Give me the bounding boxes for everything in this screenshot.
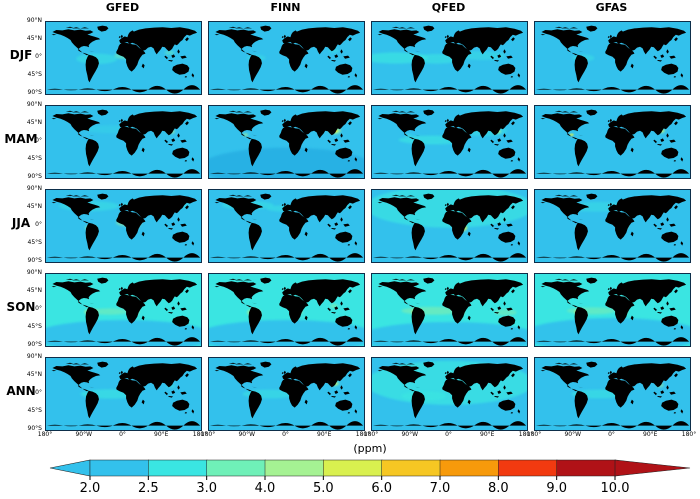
- colorbar-tick-label: 5.0: [313, 481, 334, 496]
- lat-tick: 90°N: [26, 101, 42, 108]
- row-label-djf: DJF: [9, 48, 33, 62]
- colorbar-tick-label: 2.5: [138, 481, 159, 496]
- colorbar-tick-label: 10.0: [601, 481, 630, 496]
- lat-tick: 45°S: [27, 239, 42, 246]
- lon-tick: 90°E: [480, 431, 495, 438]
- colorbar-segment: [206, 459, 266, 477]
- lon-tick: 0°: [282, 431, 289, 438]
- colorbar-segment: [556, 459, 616, 477]
- colorbar-right-arrow: [614, 459, 691, 477]
- lon-tick: 90°W: [75, 431, 93, 438]
- lon-tick: 90°E: [154, 431, 169, 438]
- map-son-gfas: [534, 273, 691, 347]
- lon-tick: 180°: [192, 431, 208, 438]
- lon-tick: 90°W: [238, 431, 256, 438]
- lat-tick: 45°N: [26, 287, 42, 294]
- lon-tick: 180°: [355, 431, 371, 438]
- lon-tick: 90°W: [564, 431, 582, 438]
- lat-tick: 45°S: [27, 407, 42, 414]
- lat-tick: 90°N: [26, 353, 42, 360]
- lat-tick: 0°: [35, 137, 42, 144]
- map-djf-gfas: [534, 21, 691, 95]
- lat-tick: 45°S: [27, 323, 42, 330]
- lat-tick: 90°S: [27, 89, 42, 96]
- map-jja-qfed: [371, 189, 528, 263]
- lat-tick: 45°N: [26, 203, 42, 210]
- colorbar-tick-label: 4.0: [255, 481, 276, 496]
- row-label-jja: JJA: [11, 216, 31, 230]
- lon-tick: 0°: [119, 431, 126, 438]
- lon-tick: 180°: [526, 431, 542, 438]
- lat-tick: 45°S: [27, 71, 42, 78]
- lon-tick: 90°E: [317, 431, 332, 438]
- map-jja-gfas: [534, 189, 691, 263]
- map-son-finn: [208, 273, 365, 347]
- map-ann-qfed: [371, 357, 528, 431]
- lon-tick: 0°: [445, 431, 452, 438]
- lat-tick: 90°S: [27, 425, 42, 432]
- map-mam-gfed: [45, 105, 202, 179]
- map-djf-gfed: [45, 21, 202, 95]
- lat-tick: 0°: [35, 221, 42, 228]
- lat-tick: 90°N: [26, 269, 42, 276]
- lon-tick: 180°: [518, 431, 534, 438]
- colorbar-left-arrow: [49, 459, 91, 477]
- lat-tick: 90°S: [27, 341, 42, 348]
- colorbar-segment: [89, 459, 150, 477]
- colorbar: 2.0 2.5 3.0 4.0 5.0 6.0 7.0 8.0 9.0 10.0: [49, 459, 691, 496]
- map-son-qfed: [371, 273, 528, 347]
- lon-tick: 180°: [200, 431, 216, 438]
- map-mam-gfas: [534, 105, 691, 179]
- map-jja-finn: [208, 189, 365, 263]
- map-ann-gfas: [534, 357, 691, 431]
- lat-tick: 45°N: [26, 35, 42, 42]
- colorbar-tick-label: 3.0: [196, 481, 217, 496]
- lat-tick: 0°: [35, 53, 42, 60]
- lon-tick: 90°E: [643, 431, 658, 438]
- colorbar-tick-label: 2.0: [80, 481, 101, 496]
- column-title-qfed: QFED: [431, 1, 466, 14]
- map-mam-finn: [208, 105, 365, 179]
- map-ann-gfed: [45, 357, 202, 431]
- lat-tick: 90°N: [26, 17, 42, 24]
- lat-tick: 0°: [35, 389, 42, 396]
- lon-tick: 180°: [37, 431, 53, 438]
- colorbar-segment: [264, 459, 325, 477]
- map-djf-qfed: [371, 21, 528, 95]
- lat-tick: 90°S: [27, 257, 42, 264]
- colorbar-tick-label: 8.0: [488, 481, 509, 496]
- colorbar-segment: [498, 459, 558, 477]
- colorbar-units-label: (ppm): [353, 442, 387, 455]
- lat-tick: 90°N: [26, 185, 42, 192]
- lat-tick: 45°N: [26, 119, 42, 126]
- row-label-mam: MAM: [4, 132, 38, 146]
- map-ann-finn: [208, 357, 365, 431]
- colorbar-segment: [439, 459, 500, 477]
- column-title-finn: FINN: [270, 1, 301, 14]
- colorbar-tick-label: 7.0: [430, 481, 451, 496]
- colorbar-segment: [323, 459, 383, 477]
- map-son-gfed: [45, 273, 202, 347]
- row-label-son: SON: [6, 300, 36, 314]
- lat-tick: 45°N: [26, 371, 42, 378]
- map-mam-qfed: [371, 105, 528, 179]
- colorbar-segment: [381, 459, 441, 477]
- lat-tick: 0°: [35, 305, 42, 312]
- lat-tick: 45°S: [27, 155, 42, 162]
- column-title-gfas: GFAS: [595, 1, 628, 14]
- colorbar-tick-label: 9.0: [546, 481, 567, 496]
- lon-tick: 180°: [681, 431, 697, 438]
- row-label-ann: ANN: [6, 384, 36, 398]
- colorbar-tick-label: 6.0: [371, 481, 392, 496]
- lon-tick: 180°: [363, 431, 379, 438]
- colorbar-segment: [148, 459, 208, 477]
- map-jja-gfed: [45, 189, 202, 263]
- lon-tick: 0°: [608, 431, 615, 438]
- column-title-gfed: GFED: [105, 1, 140, 14]
- lon-tick: 90°W: [401, 431, 419, 438]
- lat-tick: 90°S: [27, 173, 42, 180]
- map-djf-finn: [208, 21, 365, 95]
